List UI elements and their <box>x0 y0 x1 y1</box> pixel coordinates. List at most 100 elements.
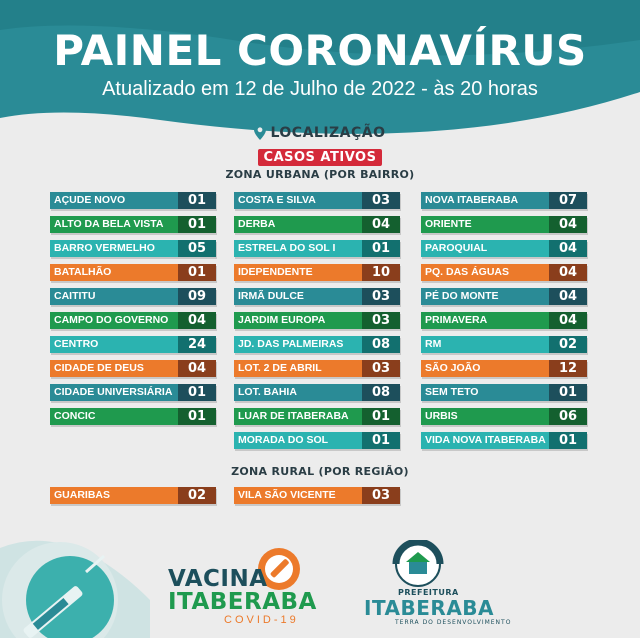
city-seal-icon <box>392 540 444 587</box>
neighborhood-row: SEM TETO 01 <box>421 384 587 401</box>
neighborhood-name: ESTRELA DO SOL I <box>234 240 362 257</box>
neighborhood-row: CONCIC 01 <box>50 408 216 425</box>
active-case-count: 04 <box>549 240 587 257</box>
neighborhood-row: LOT. BAHIA 08 <box>234 384 400 401</box>
location-label: LOCALIZAÇÃO <box>270 125 386 141</box>
neighborhood-row: BARRO VERMELHO 05 <box>50 240 216 257</box>
neighborhood-row: IRMÃ DULCE 03 <box>234 288 400 305</box>
active-case-count: 06 <box>549 408 587 425</box>
neighborhood-name: LOT. 2 DE ABRIL <box>234 360 362 377</box>
neighborhood-row: AÇUDE NOVO 01 <box>50 192 216 209</box>
urban-zone-title: ZONA URBANA (POR BAIRRO) <box>225 168 415 181</box>
neighborhood-row: CIDADE UNIVERSIÁRIA 01 <box>50 384 216 401</box>
neighborhood-name: MORADA DO SOL <box>234 432 362 449</box>
active-case-count: 04 <box>549 216 587 233</box>
urban-column-2: COSTA E SILVA 03 DERBA 04 ESTRELA DO SOL I 01… <box>234 192 400 456</box>
neighborhood-row: PRIMAVERA 04 <box>421 312 587 329</box>
neighborhood-row: ORIENTE 04 <box>421 216 587 233</box>
header: PAINEL CORONAVÍRUS Atualizado em 12 de J… <box>0 26 640 102</box>
neighborhood-row: VIDA NOVA ITABERABA 01 <box>421 432 587 449</box>
neighborhood-row: MORADA DO SOL 01 <box>234 432 400 449</box>
active-case-count: 03 <box>362 192 400 209</box>
active-case-count: 03 <box>362 312 400 329</box>
rural-zone-title: ZONA RURAL (POR REGIÃO) <box>231 465 409 478</box>
neighborhood-name: COSTA E SILVA <box>234 192 362 209</box>
neighborhood-name: JD. DAS PALMEIRAS <box>234 336 362 353</box>
vacina-logo-line3: COVID-19 <box>224 614 299 626</box>
neighborhood-row: SÃO JOÃO 12 <box>421 360 587 377</box>
active-case-count: 07 <box>549 192 587 209</box>
active-case-count: 10 <box>362 264 400 281</box>
neighborhood-name: LOT. BAHIA <box>234 384 362 401</box>
active-case-count: 03 <box>362 288 400 305</box>
neighborhood-row: PAROQUIAL 04 <box>421 240 587 257</box>
neighborhood-name: PAROQUIAL <box>421 240 549 257</box>
urban-column-1: AÇUDE NOVO 01 ALTO DA BELA VISTA 01 BARRO VE… <box>50 192 216 432</box>
neighborhood-row: RM 02 <box>421 336 587 353</box>
neighborhood-name: SEM TETO <box>421 384 549 401</box>
neighborhood-row: JARDIM EUROPA 03 <box>234 312 400 329</box>
active-case-count: 08 <box>362 336 400 353</box>
neighborhood-name: PRIMAVERA <box>421 312 549 329</box>
page-title: PAINEL CORONAVÍRUS <box>53 26 587 75</box>
neighborhood-row: CAMPO DO GOVERNO 04 <box>50 312 216 329</box>
neighborhood-row: CIDADE DE DEUS 04 <box>50 360 216 377</box>
active-case-count: 02 <box>549 336 587 353</box>
neighborhood-name: ORIENTE <box>421 216 549 233</box>
active-case-count: 24 <box>178 336 216 353</box>
active-case-count: 04 <box>549 264 587 281</box>
active-case-count: 03 <box>362 360 400 377</box>
neighborhood-name: LUAR DE ITABERABA <box>234 408 362 425</box>
active-case-count: 01 <box>549 432 587 449</box>
neighborhood-row: ALTO DA BELA VISTA 01 <box>50 216 216 233</box>
active-case-count: 01 <box>178 264 216 281</box>
neighborhood-name: JARDIM EUROPA <box>234 312 362 329</box>
page-subtitle: Atualizado em 12 de Julho de 2022 - às 2… <box>102 78 538 100</box>
syringe-icon <box>23 554 105 638</box>
active-case-count: 01 <box>549 384 587 401</box>
neighborhood-name: PÉ DO MONTE <box>421 288 549 305</box>
active-case-count: 05 <box>178 240 216 257</box>
neighborhood-name: CIDADE DE DEUS <box>50 360 178 377</box>
active-case-count: 01 <box>178 384 216 401</box>
neighborhood-row: URBIS 06 <box>421 408 587 425</box>
neighborhood-row: CENTRO 24 <box>50 336 216 353</box>
rural-column-2: VILA SÃO VICENTE 03 <box>234 487 400 511</box>
neighborhood-row: ESTRELA DO SOL I 01 <box>234 240 400 257</box>
neighborhood-name: CENTRO <box>50 336 178 353</box>
neighborhood-row: CAITITU 09 <box>50 288 216 305</box>
active-case-count: 01 <box>178 192 216 209</box>
rural-column-1: GUARIBAS 02 <box>50 487 216 511</box>
neighborhood-name: CAMPO DO GOVERNO <box>50 312 178 329</box>
neighborhood-name: ALTO DA BELA VISTA <box>50 216 178 233</box>
neighborhood-name: SÃO JOÃO <box>421 360 549 377</box>
neighborhood-name: VIDA NOVA ITABERABA <box>421 432 549 449</box>
neighborhood-row: DERBA 04 <box>234 216 400 233</box>
neighborhood-name: CAITITU <box>50 288 178 305</box>
vacina-logo-line2: ITABERABA <box>168 589 317 615</box>
active-cases-badge: CASOS ATIVOS <box>257 149 383 166</box>
neighborhood-row: PQ. DAS ÁGUAS 04 <box>421 264 587 281</box>
neighborhood-name: IRMÃ DULCE <box>234 288 362 305</box>
neighborhood-name: CONCIC <box>50 408 178 425</box>
neighborhood-name: URBIS <box>421 408 549 425</box>
active-case-count: 03 <box>362 487 400 504</box>
urban-column-3: NOVA ITABERABA 07 ORIENTE 04 PAROQUIAL 04 PQ. … <box>421 192 587 456</box>
active-case-count: 01 <box>178 216 216 233</box>
prefeitura-name: ITABERABA <box>364 596 495 620</box>
neighborhood-row: PÉ DO MONTE 04 <box>421 288 587 305</box>
active-case-count: 04 <box>178 360 216 377</box>
active-case-count: 08 <box>362 384 400 401</box>
neighborhood-name: BARRO VERMELHO <box>50 240 178 257</box>
neighborhood-name: AÇUDE NOVO <box>50 192 178 209</box>
neighborhood-row: NOVA ITABERABA 07 <box>421 192 587 209</box>
active-case-count: 01 <box>362 240 400 257</box>
vacina-logo-line1: VACINA <box>168 566 268 592</box>
neighborhood-row: GUARIBAS 02 <box>50 487 216 504</box>
neighborhood-name: PQ. DAS ÁGUAS <box>421 264 549 281</box>
neighborhood-name: DERBA <box>234 216 362 233</box>
active-case-count: 04 <box>549 312 587 329</box>
location-heading: LOCALIZAÇÃO <box>0 124 640 141</box>
active-case-count: 01 <box>362 432 400 449</box>
neighborhood-row: LUAR DE ITABERABA 01 <box>234 408 400 425</box>
